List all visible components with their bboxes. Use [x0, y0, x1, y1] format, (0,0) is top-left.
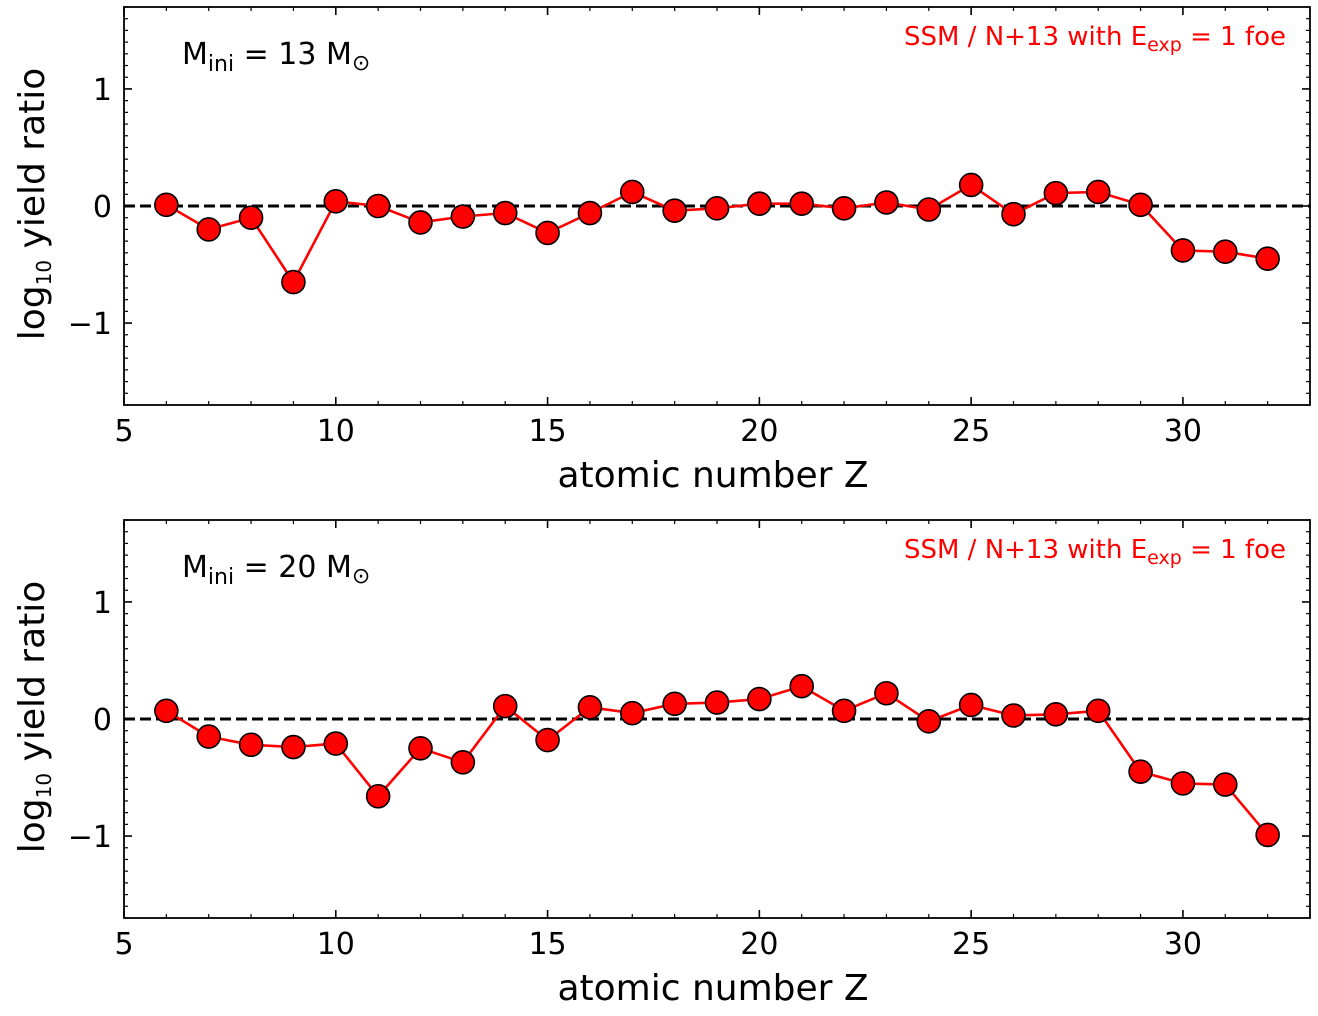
y-tick-label: 1 — [93, 73, 112, 108]
data-point — [1085, 698, 1111, 724]
data-point — [958, 692, 984, 718]
legend-label: SSM / N+13 with Eexp = 1 foe — [904, 535, 1286, 569]
data-point — [492, 693, 518, 719]
x-tick-label: 10 — [317, 927, 355, 962]
data-point — [238, 732, 264, 758]
x-tick-label: 15 — [528, 414, 566, 449]
data-point — [831, 698, 857, 724]
data-point — [196, 217, 222, 242]
data-point — [154, 698, 179, 724]
plot-frame — [123, 519, 1311, 919]
data-point — [577, 694, 603, 720]
data-point — [281, 269, 306, 295]
x-axis-label: atomic number Z — [557, 968, 868, 1009]
y-axis-label: log10 yield ratio — [12, 581, 56, 854]
chart-panel-bottom: 5 10 15 20 25 30 −1 0 1 atomic number Z log10 yiel… — [12, 519, 1311, 1009]
data-point — [1170, 771, 1196, 796]
x-tick-label: 10 — [317, 414, 355, 449]
data-point — [704, 690, 730, 715]
data-point — [492, 200, 518, 226]
mass-annotation: Mini = 13 M⊙ — [182, 37, 370, 77]
y-axis-label: log10 yield ratio — [12, 68, 56, 341]
data-point — [323, 731, 349, 756]
data-point — [916, 197, 942, 222]
data-point — [1128, 192, 1153, 218]
x-tick-label: 30 — [1164, 927, 1202, 962]
data-point — [1001, 201, 1026, 227]
data-point — [1255, 246, 1280, 271]
x-tick-label: 5 — [114, 414, 133, 449]
data-point — [874, 190, 899, 215]
data-point — [196, 724, 222, 749]
chart-panel-top: 5 10 15 20 25 30 −1 0 1 atomic number Z log10 yiel… — [12, 6, 1311, 496]
data-point — [1043, 180, 1069, 206]
data-point — [789, 673, 815, 699]
data-point — [323, 189, 349, 214]
data-point — [1212, 239, 1238, 264]
data-point — [1255, 822, 1280, 848]
data-point — [408, 735, 433, 761]
x-axis-label: atomic number Z — [557, 455, 868, 496]
x-tick-label: 5 — [114, 927, 133, 962]
data-point — [535, 220, 560, 246]
data-point — [789, 191, 815, 216]
y-tick-label: 1 — [93, 586, 112, 621]
data-point — [365, 783, 391, 809]
data-point — [662, 691, 687, 717]
mass-annotation: Mini = 20 M⊙ — [182, 550, 370, 590]
data-point — [874, 680, 899, 706]
data-point — [916, 709, 942, 734]
data-point — [704, 196, 730, 221]
data-point — [535, 727, 560, 753]
plot-frame — [123, 6, 1311, 406]
data-point — [281, 734, 306, 760]
data-point — [450, 750, 476, 775]
data-point — [365, 193, 391, 219]
data-point — [408, 210, 433, 235]
data-point — [154, 192, 179, 218]
data-point — [450, 204, 476, 229]
x-tick-label: 20 — [740, 414, 778, 449]
x-tick-label: 25 — [952, 927, 990, 962]
x-tick-label: 30 — [1164, 414, 1202, 449]
data-point — [1128, 759, 1153, 784]
data-point — [831, 196, 857, 221]
data-point — [577, 200, 603, 226]
x-tick-label: 20 — [740, 927, 778, 962]
y-tick-label: −1 — [68, 307, 112, 342]
y-tick-label: −1 — [68, 820, 112, 855]
x-tick-label: 15 — [528, 927, 566, 962]
data-point — [238, 205, 264, 231]
data-point — [1001, 703, 1026, 728]
data-point — [619, 179, 645, 205]
y-tick-label: 0 — [93, 190, 112, 225]
data-point — [662, 198, 687, 223]
data-point — [1043, 702, 1069, 727]
data-point — [958, 172, 984, 198]
y-tick-label: 0 — [93, 703, 112, 738]
data-point — [619, 700, 645, 726]
data-point — [1085, 179, 1111, 205]
data-point — [747, 191, 772, 216]
data-point — [1212, 772, 1238, 797]
data-point — [1170, 238, 1196, 263]
data-point — [747, 686, 772, 712]
x-tick-label: 25 — [952, 414, 990, 449]
legend-label: SSM / N+13 with Eexp = 1 foe — [904, 22, 1286, 56]
